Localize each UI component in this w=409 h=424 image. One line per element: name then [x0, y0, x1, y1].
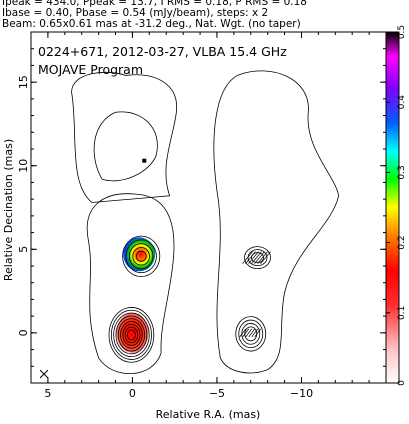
evpa-tick [242, 328, 250, 338]
evpa-tick [251, 328, 259, 338]
core-contour [122, 323, 141, 346]
beam-marker [39, 369, 49, 379]
x-tick-label: −10 [290, 387, 313, 400]
core-contour [127, 329, 136, 341]
evpa-tick [257, 251, 268, 264]
pol-knot-contour [247, 249, 268, 267]
evpa-tick [242, 251, 253, 264]
evpa-tick [248, 251, 259, 264]
evpa-tick [251, 251, 262, 264]
core-contour [110, 309, 152, 360]
plot-title: 0224+671, 2012-03-27, VLBA 15.4 GHz [38, 44, 287, 59]
x-axis-label: Relative R.A. (mas) [156, 408, 261, 421]
core-contour [120, 321, 143, 349]
colorbar-tick-label: 0.4 [397, 95, 407, 110]
knot-contour [128, 243, 154, 270]
evpa-tick [254, 328, 262, 338]
pol-core-contour [235, 316, 267, 352]
colorbar-tick-label: 0.5 [397, 25, 407, 39]
x-tick-label: 5 [44, 387, 51, 400]
halo-peak [142, 158, 147, 163]
header-line-2: Ibase = 0.40, Pbase = 0.54 (mJy/beam), s… [2, 7, 269, 19]
plot-frame [30, 31, 387, 384]
x-axis-ticks: 5 0 −5 −10 [30, 32, 387, 400]
core-contour [124, 326, 139, 344]
y-tick-label: 15 [17, 75, 30, 89]
pol-envelope-contour [213, 70, 340, 374]
colorbar-tick-label: 0.2 [397, 235, 407, 249]
plot-subtitle: MOJAVE Program [38, 62, 143, 77]
colorbar [385, 31, 400, 384]
pol-core-contour [238, 319, 264, 349]
header-line-1: Ipeak = 434.0, Ppeak = 13.7, I RMS = 0.1… [2, 0, 307, 8]
evpa-tick [248, 328, 256, 338]
evpa-tick [254, 251, 265, 264]
evpa-tick [245, 328, 253, 338]
knot-contour [125, 239, 157, 274]
core-contour [115, 315, 148, 355]
pol-knot-contour [244, 246, 271, 270]
y-tick-label: 10 [17, 159, 30, 173]
y-tick-label: 0 [17, 329, 30, 336]
halo-contour [71, 71, 177, 203]
y-tick-label: 5 [17, 246, 30, 253]
evpa-tick [245, 251, 256, 264]
colorbar-tick-label: 0.1 [397, 306, 407, 320]
colorbar-tick-label: 0 [397, 380, 407, 386]
y-axis-ticks: 0 5 10 15 [17, 31, 386, 384]
colorbar-ticks: 0 0.1 0.2 0.3 0.4 0.5 [386, 25, 407, 386]
intensity-contours [71, 71, 177, 374]
colorbar-tick-label: 0.3 [397, 165, 407, 179]
halo-inner-contour [93, 111, 158, 182]
header-line-3: Beam: 0.65x0.61 mas at -31.2 deg., Nat. … [2, 18, 301, 30]
polarization-contours [213, 70, 340, 374]
evpa-tick [239, 328, 247, 338]
y-axis-label: Relative Decination (mas) [2, 139, 15, 281]
knot-contour [135, 250, 147, 262]
knot-contour [122, 235, 161, 277]
core-contour [113, 312, 150, 358]
evpa-tick [260, 251, 271, 264]
core-contour [117, 318, 146, 352]
x-tick-label: −5 [209, 387, 225, 400]
outer-contour [86, 193, 175, 374]
knot-contour [132, 247, 150, 266]
x-tick-label: 0 [129, 387, 136, 400]
core-contour [108, 307, 155, 363]
